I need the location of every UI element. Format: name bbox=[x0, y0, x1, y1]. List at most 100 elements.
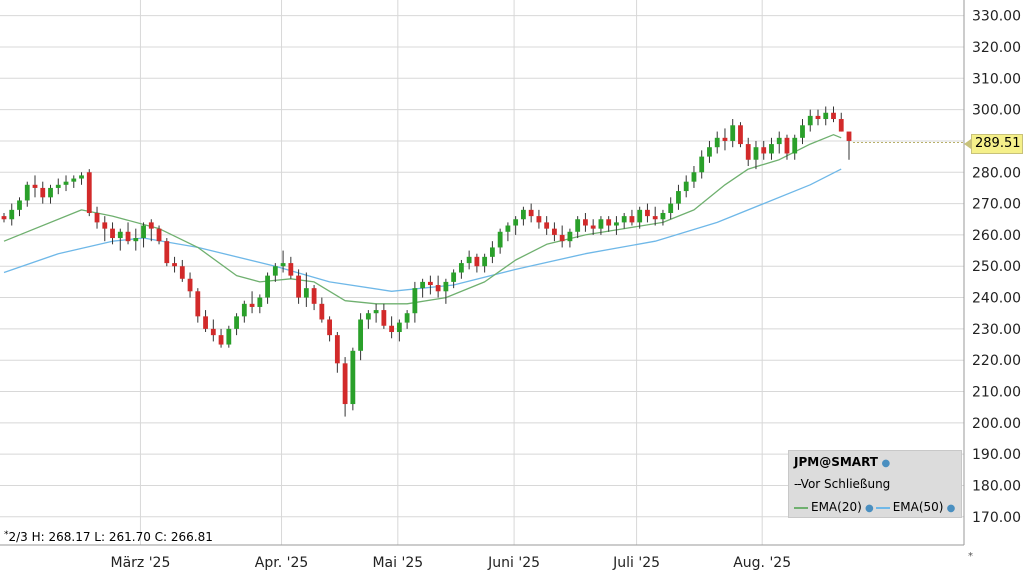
ema50-settings-icon[interactable]: ● bbox=[943, 503, 956, 514]
last-price-pointer bbox=[964, 139, 971, 149]
candle bbox=[342, 357, 348, 417]
legend-settings-icon[interactable]: ● bbox=[877, 458, 891, 469]
candle-body bbox=[800, 125, 805, 138]
candle-body bbox=[226, 328, 232, 345]
candle bbox=[614, 216, 619, 235]
candle bbox=[1, 212, 7, 223]
candle-body bbox=[303, 288, 309, 298]
candlestick-series bbox=[1, 106, 964, 417]
candle bbox=[761, 140, 767, 160]
candle-body bbox=[319, 303, 325, 320]
candle-body bbox=[17, 200, 22, 210]
legend-ema50-label: EMA(50) bbox=[892, 500, 944, 514]
candle-body bbox=[48, 187, 53, 198]
candle bbox=[334, 332, 340, 373]
candle bbox=[606, 216, 612, 232]
chart-legend[interactable]: JPM@SMART ● --Vor Schließung EMA(20) ● EM… bbox=[788, 450, 962, 518]
legend-ema-row[interactable]: EMA(20) ● EMA(50) ● bbox=[794, 500, 955, 514]
candle bbox=[358, 313, 364, 361]
candle bbox=[645, 203, 650, 223]
candle-body bbox=[823, 112, 829, 120]
y-tick-label: 280.00 bbox=[972, 165, 1021, 181]
candle bbox=[458, 259, 464, 279]
candle bbox=[800, 119, 805, 145]
candle bbox=[753, 140, 759, 170]
candle-body bbox=[218, 335, 224, 345]
candle-body bbox=[838, 119, 844, 132]
candle bbox=[117, 228, 123, 251]
candle-body bbox=[296, 275, 301, 298]
candle bbox=[24, 181, 30, 207]
candle bbox=[482, 253, 488, 273]
y-tick-label: 240.00 bbox=[972, 291, 1021, 307]
candle bbox=[823, 106, 829, 126]
candle bbox=[699, 150, 705, 179]
candle-body bbox=[435, 285, 441, 292]
candle-body bbox=[327, 319, 332, 336]
candle bbox=[489, 241, 495, 264]
candle bbox=[846, 131, 852, 160]
candle bbox=[815, 109, 821, 126]
candle-body bbox=[474, 256, 480, 267]
candle bbox=[528, 203, 534, 223]
candle-body bbox=[846, 131, 852, 141]
ema20-swatch-icon bbox=[794, 506, 808, 509]
candle-body bbox=[187, 278, 193, 292]
candle-body bbox=[536, 216, 542, 223]
candle-body bbox=[117, 231, 123, 239]
ema50-series bbox=[3, 168, 842, 292]
candle bbox=[598, 216, 604, 235]
candle bbox=[730, 119, 736, 148]
candle bbox=[218, 328, 224, 348]
candle-body bbox=[505, 225, 511, 232]
candle-body bbox=[567, 231, 573, 242]
candle-body bbox=[234, 316, 239, 329]
candle bbox=[575, 216, 581, 239]
candle-body bbox=[257, 297, 263, 307]
candle bbox=[148, 219, 154, 242]
candle-body bbox=[79, 175, 84, 179]
y-tick-label: 170.00 bbox=[972, 510, 1021, 526]
candle bbox=[195, 288, 201, 323]
candle-body bbox=[365, 313, 371, 320]
candle-body bbox=[125, 231, 131, 242]
candle bbox=[544, 216, 550, 235]
candle bbox=[280, 250, 286, 273]
legend-prev-close[interactable]: --Vor Schließung bbox=[794, 477, 890, 491]
candle-body bbox=[32, 184, 38, 188]
candle-body bbox=[396, 322, 402, 333]
candle-body bbox=[497, 231, 503, 248]
candle-body bbox=[71, 178, 77, 182]
candle-body bbox=[606, 219, 612, 226]
candle-body bbox=[55, 184, 61, 188]
candle-body bbox=[156, 228, 162, 242]
candle-body bbox=[699, 156, 705, 173]
candle-body bbox=[210, 328, 216, 336]
candle bbox=[583, 212, 588, 232]
ema20-series bbox=[3, 134, 842, 305]
candle bbox=[296, 269, 301, 304]
candle-body bbox=[24, 184, 30, 201]
candle bbox=[590, 219, 596, 235]
candle-body bbox=[1, 216, 7, 220]
y-tick-label: 200.00 bbox=[972, 416, 1021, 432]
legend-symbol: JPM@SMART bbox=[794, 455, 878, 469]
candle bbox=[427, 275, 433, 295]
candle-body bbox=[583, 219, 588, 226]
candle bbox=[288, 256, 294, 279]
candle-body bbox=[722, 137, 728, 141]
y-tick-label: 320.00 bbox=[972, 40, 1021, 56]
candle bbox=[466, 250, 472, 270]
candle bbox=[497, 228, 503, 254]
ema50-line bbox=[3, 168, 842, 292]
last-price-badge: 289.51 bbox=[971, 134, 1023, 154]
ema20-settings-icon[interactable]: ● bbox=[861, 503, 874, 514]
candle bbox=[389, 316, 395, 339]
candle bbox=[621, 212, 627, 229]
x-tick-label: Mai '25 bbox=[372, 555, 423, 571]
candle-body bbox=[792, 137, 798, 154]
candle-body bbox=[645, 209, 650, 217]
candle-body bbox=[164, 241, 170, 264]
y-tick-label: 250.00 bbox=[972, 259, 1021, 275]
